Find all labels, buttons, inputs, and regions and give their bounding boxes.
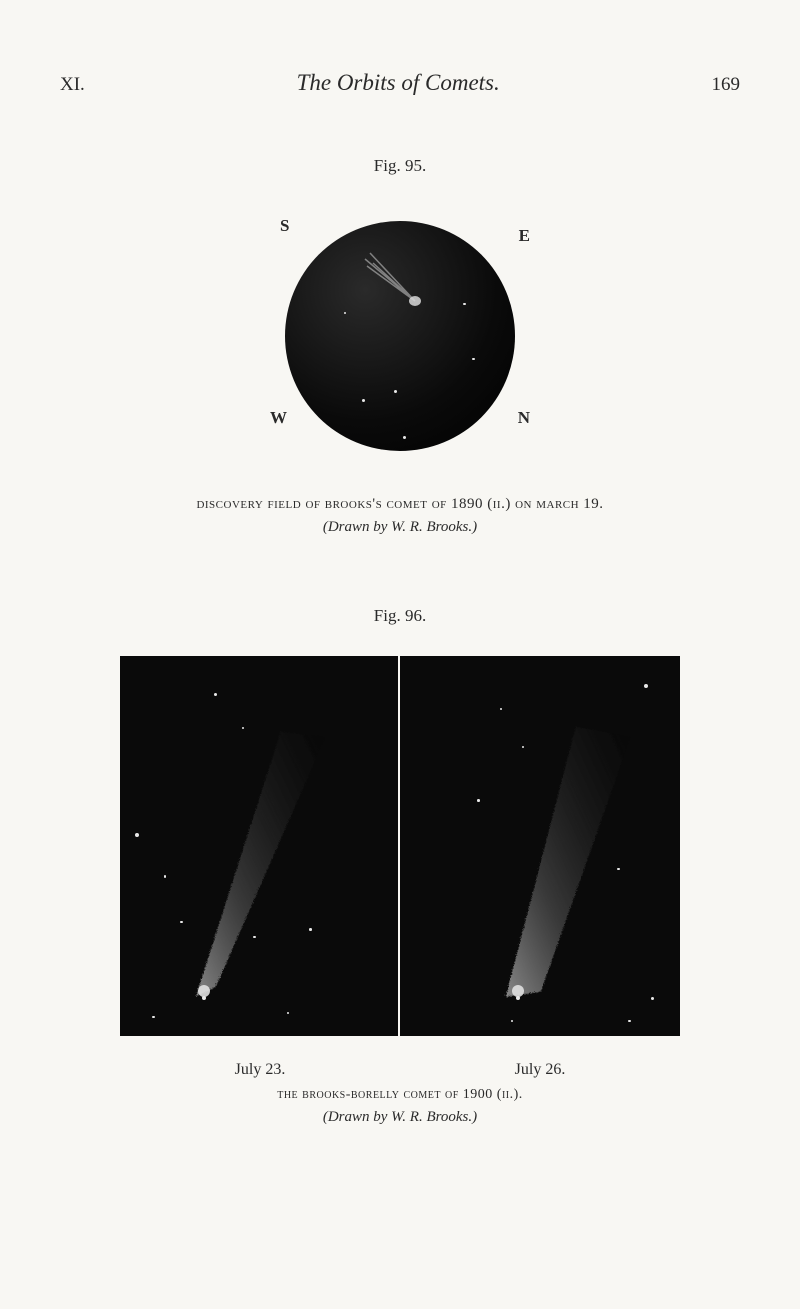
- figure-95: S E W N: [270, 206, 530, 466]
- star: [477, 799, 480, 802]
- figure-96-caption-2: (Drawn by W. R. Brooks.): [60, 1109, 740, 1126]
- star: [651, 997, 654, 1000]
- figure-96-date-right: July 26.: [515, 1061, 566, 1079]
- figure-95-caption-2: (Drawn by W. R. Brooks.): [60, 519, 740, 536]
- figure-96-left-panel: [120, 656, 400, 1036]
- figure-96-date-left: July 23.: [235, 1061, 286, 1079]
- star: [214, 693, 217, 696]
- page-number: 169: [712, 74, 741, 96]
- comet-drawing-96-left: [120, 656, 400, 1036]
- star: [394, 390, 397, 393]
- figure-96-label: Fig. 96.: [60, 606, 740, 626]
- figure-95-caption-1: discovery field of brooks's comet of 189…: [60, 496, 740, 513]
- star: [135, 833, 139, 837]
- star: [472, 358, 475, 361]
- compass-west: W: [270, 408, 287, 428]
- star: [463, 303, 466, 306]
- star: [309, 928, 312, 931]
- star: [152, 1016, 155, 1019]
- figure-96: [120, 656, 680, 1036]
- star: [617, 868, 620, 871]
- figure-95-label: Fig. 95.: [60, 156, 740, 176]
- figure-96-caption-1: the brooks-borelly comet of 1900 (ii.).: [60, 1087, 740, 1103]
- figure-96-right-panel: [400, 656, 680, 1036]
- star: [403, 436, 406, 439]
- compass-south: S: [280, 216, 289, 236]
- compass-east: E: [519, 226, 530, 246]
- star: [202, 996, 206, 1000]
- figure-96-dates: July 23. July 26.: [120, 1061, 680, 1079]
- telescope-field: [285, 221, 515, 451]
- chapter-number: XI.: [60, 74, 85, 96]
- star: [516, 996, 520, 1000]
- star: [180, 921, 183, 924]
- star: [362, 399, 365, 402]
- comet-drawing-96-right: [400, 656, 680, 1036]
- page-header: XI. The Orbits of Comets. 169: [60, 70, 740, 96]
- compass-north: N: [518, 408, 530, 428]
- page-title: The Orbits of Comets.: [297, 70, 500, 96]
- star: [628, 1020, 631, 1023]
- star: [164, 875, 167, 878]
- comet-drawing-95: [285, 221, 515, 451]
